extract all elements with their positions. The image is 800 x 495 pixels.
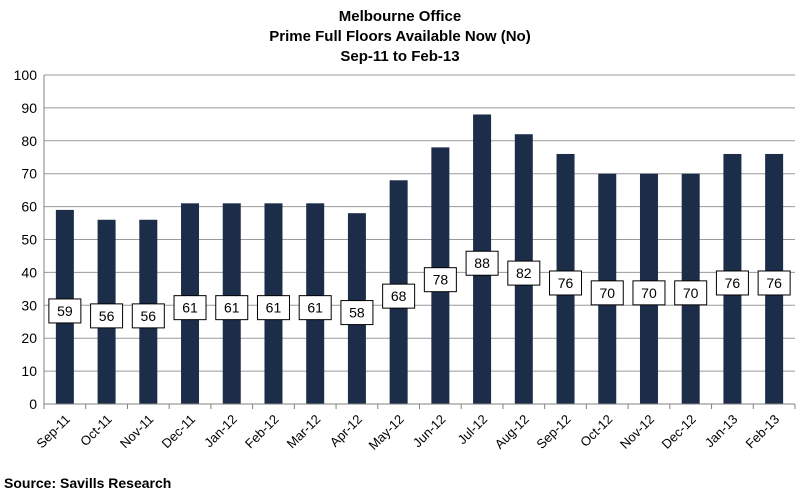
data-label: 70 — [674, 280, 708, 306]
data-label-text: 68 — [391, 288, 407, 304]
data-label-text: 78 — [433, 272, 449, 288]
x-tick-label: Feb-12 — [242, 412, 282, 452]
data-label: 61 — [256, 295, 290, 321]
data-label-box — [382, 283, 416, 309]
data-label-text: 61 — [182, 300, 198, 316]
data-label-box — [632, 280, 666, 306]
data-label-text: 70 — [599, 285, 615, 301]
data-label-text: 76 — [766, 275, 782, 291]
data-label: 88 — [465, 250, 499, 276]
x-tick-label: Dec-12 — [659, 412, 699, 452]
data-label-text: 56 — [99, 308, 115, 324]
data-label-box — [298, 295, 332, 321]
data-label-text: 70 — [641, 285, 657, 301]
data-label-box — [674, 280, 708, 306]
data-label-text: 76 — [725, 275, 741, 291]
y-tick-label: 60 — [21, 199, 37, 215]
x-tick-labels: Sep-11 Oct-11 Nov-11 Dec-11 Jan-12 Feb-12 Mar-… — [33, 412, 782, 453]
x-tick-label: Jan-13 — [702, 412, 741, 451]
x-tick-label: Dec-11 — [159, 412, 199, 452]
y-tick-label: 0 — [29, 396, 37, 412]
x-tick-label: Oct-11 — [77, 412, 115, 450]
data-label-text: 61 — [307, 300, 323, 316]
data-label: 76 — [549, 270, 583, 296]
y-tick-label: 80 — [21, 133, 37, 149]
y-tick-labels: 0 10 20 30 40 50 60 70 80 90 100 — [14, 67, 38, 412]
data-label-box — [340, 300, 374, 326]
data-label-text: 61 — [224, 300, 240, 316]
source-note: Source: Savills Research — [4, 475, 171, 491]
x-tick-label: Jan-12 — [201, 412, 240, 451]
x-tick-label: Jun-12 — [410, 412, 449, 451]
data-label-text: 59 — [57, 303, 73, 319]
y-tick-label: 50 — [21, 232, 37, 248]
x-tick-label: Mar-12 — [284, 412, 324, 452]
data-label-box — [423, 267, 457, 293]
data-label: 68 — [382, 283, 416, 309]
data-label: 61 — [298, 295, 332, 321]
x-tick-label: Sep-11 — [33, 412, 73, 452]
data-label: 58 — [340, 300, 374, 326]
data-label: 59 — [48, 298, 82, 324]
bars — [55, 114, 784, 404]
data-label: 82 — [507, 260, 541, 286]
data-label: 56 — [90, 303, 124, 329]
data-label: 76 — [757, 270, 791, 296]
x-tick-label: Jul-12 — [455, 412, 491, 448]
data-label-box — [549, 270, 583, 296]
y-tick-label: 10 — [21, 363, 37, 379]
chart-title-line-3: Sep-11 to Feb-13 — [340, 48, 459, 65]
data-labels: 59 56 56 61 61 61 61 58 68 78 88 82 76 70 70 70 76 76 — [48, 250, 791, 329]
data-label-text: 61 — [266, 300, 282, 316]
data-label: 76 — [715, 270, 749, 296]
data-label: 61 — [173, 295, 207, 321]
data-label: 56 — [131, 303, 165, 329]
data-label-box — [215, 295, 249, 321]
data-label-text: 56 — [141, 308, 157, 324]
data-label-box — [48, 298, 82, 324]
data-label-text: 88 — [474, 255, 490, 271]
x-tick-label: Feb-13 — [743, 412, 783, 452]
data-label-box — [507, 260, 541, 286]
chart-title-line-1: Melbourne Office — [339, 8, 462, 25]
chart-title-line-2: Prime Full Floors Available Now (No) — [269, 28, 530, 45]
data-label-box — [757, 270, 791, 296]
data-label-box — [90, 303, 124, 329]
chart-title: Melbourne Office Prime Full Floors Avail… — [269, 8, 530, 65]
y-tick-label: 30 — [21, 297, 37, 313]
data-label-text: 70 — [683, 285, 699, 301]
x-tick-label: Sep-12 — [533, 412, 573, 452]
data-label-text: 76 — [558, 275, 574, 291]
data-label-box — [590, 280, 624, 306]
x-tick-label: Nov-12 — [617, 412, 657, 452]
data-label-text: 58 — [349, 305, 365, 321]
x-tick-label: Aug-12 — [492, 412, 532, 452]
data-label-box — [173, 295, 207, 321]
x-tick-label: May-12 — [365, 412, 406, 453]
y-tick-label: 100 — [14, 67, 38, 83]
data-label-text: 82 — [516, 265, 532, 281]
data-label-box — [465, 250, 499, 276]
data-label-box — [131, 303, 165, 329]
data-label-box — [256, 295, 290, 321]
y-tick-label: 90 — [21, 100, 37, 116]
axes — [43, 75, 796, 409]
gridlines — [44, 74, 795, 372]
y-tick-label: 40 — [21, 264, 37, 280]
y-tick-label: 20 — [21, 330, 37, 346]
x-tick-label: Oct-12 — [577, 412, 615, 450]
data-label: 61 — [215, 295, 249, 321]
data-label: 70 — [590, 280, 624, 306]
y-tick-label: 70 — [21, 166, 37, 182]
data-label-box — [715, 270, 749, 296]
x-tick-label: Nov-11 — [117, 412, 157, 452]
data-label: 70 — [632, 280, 666, 306]
data-label: 78 — [423, 267, 457, 293]
x-tick-label: Apr-12 — [327, 412, 365, 450]
